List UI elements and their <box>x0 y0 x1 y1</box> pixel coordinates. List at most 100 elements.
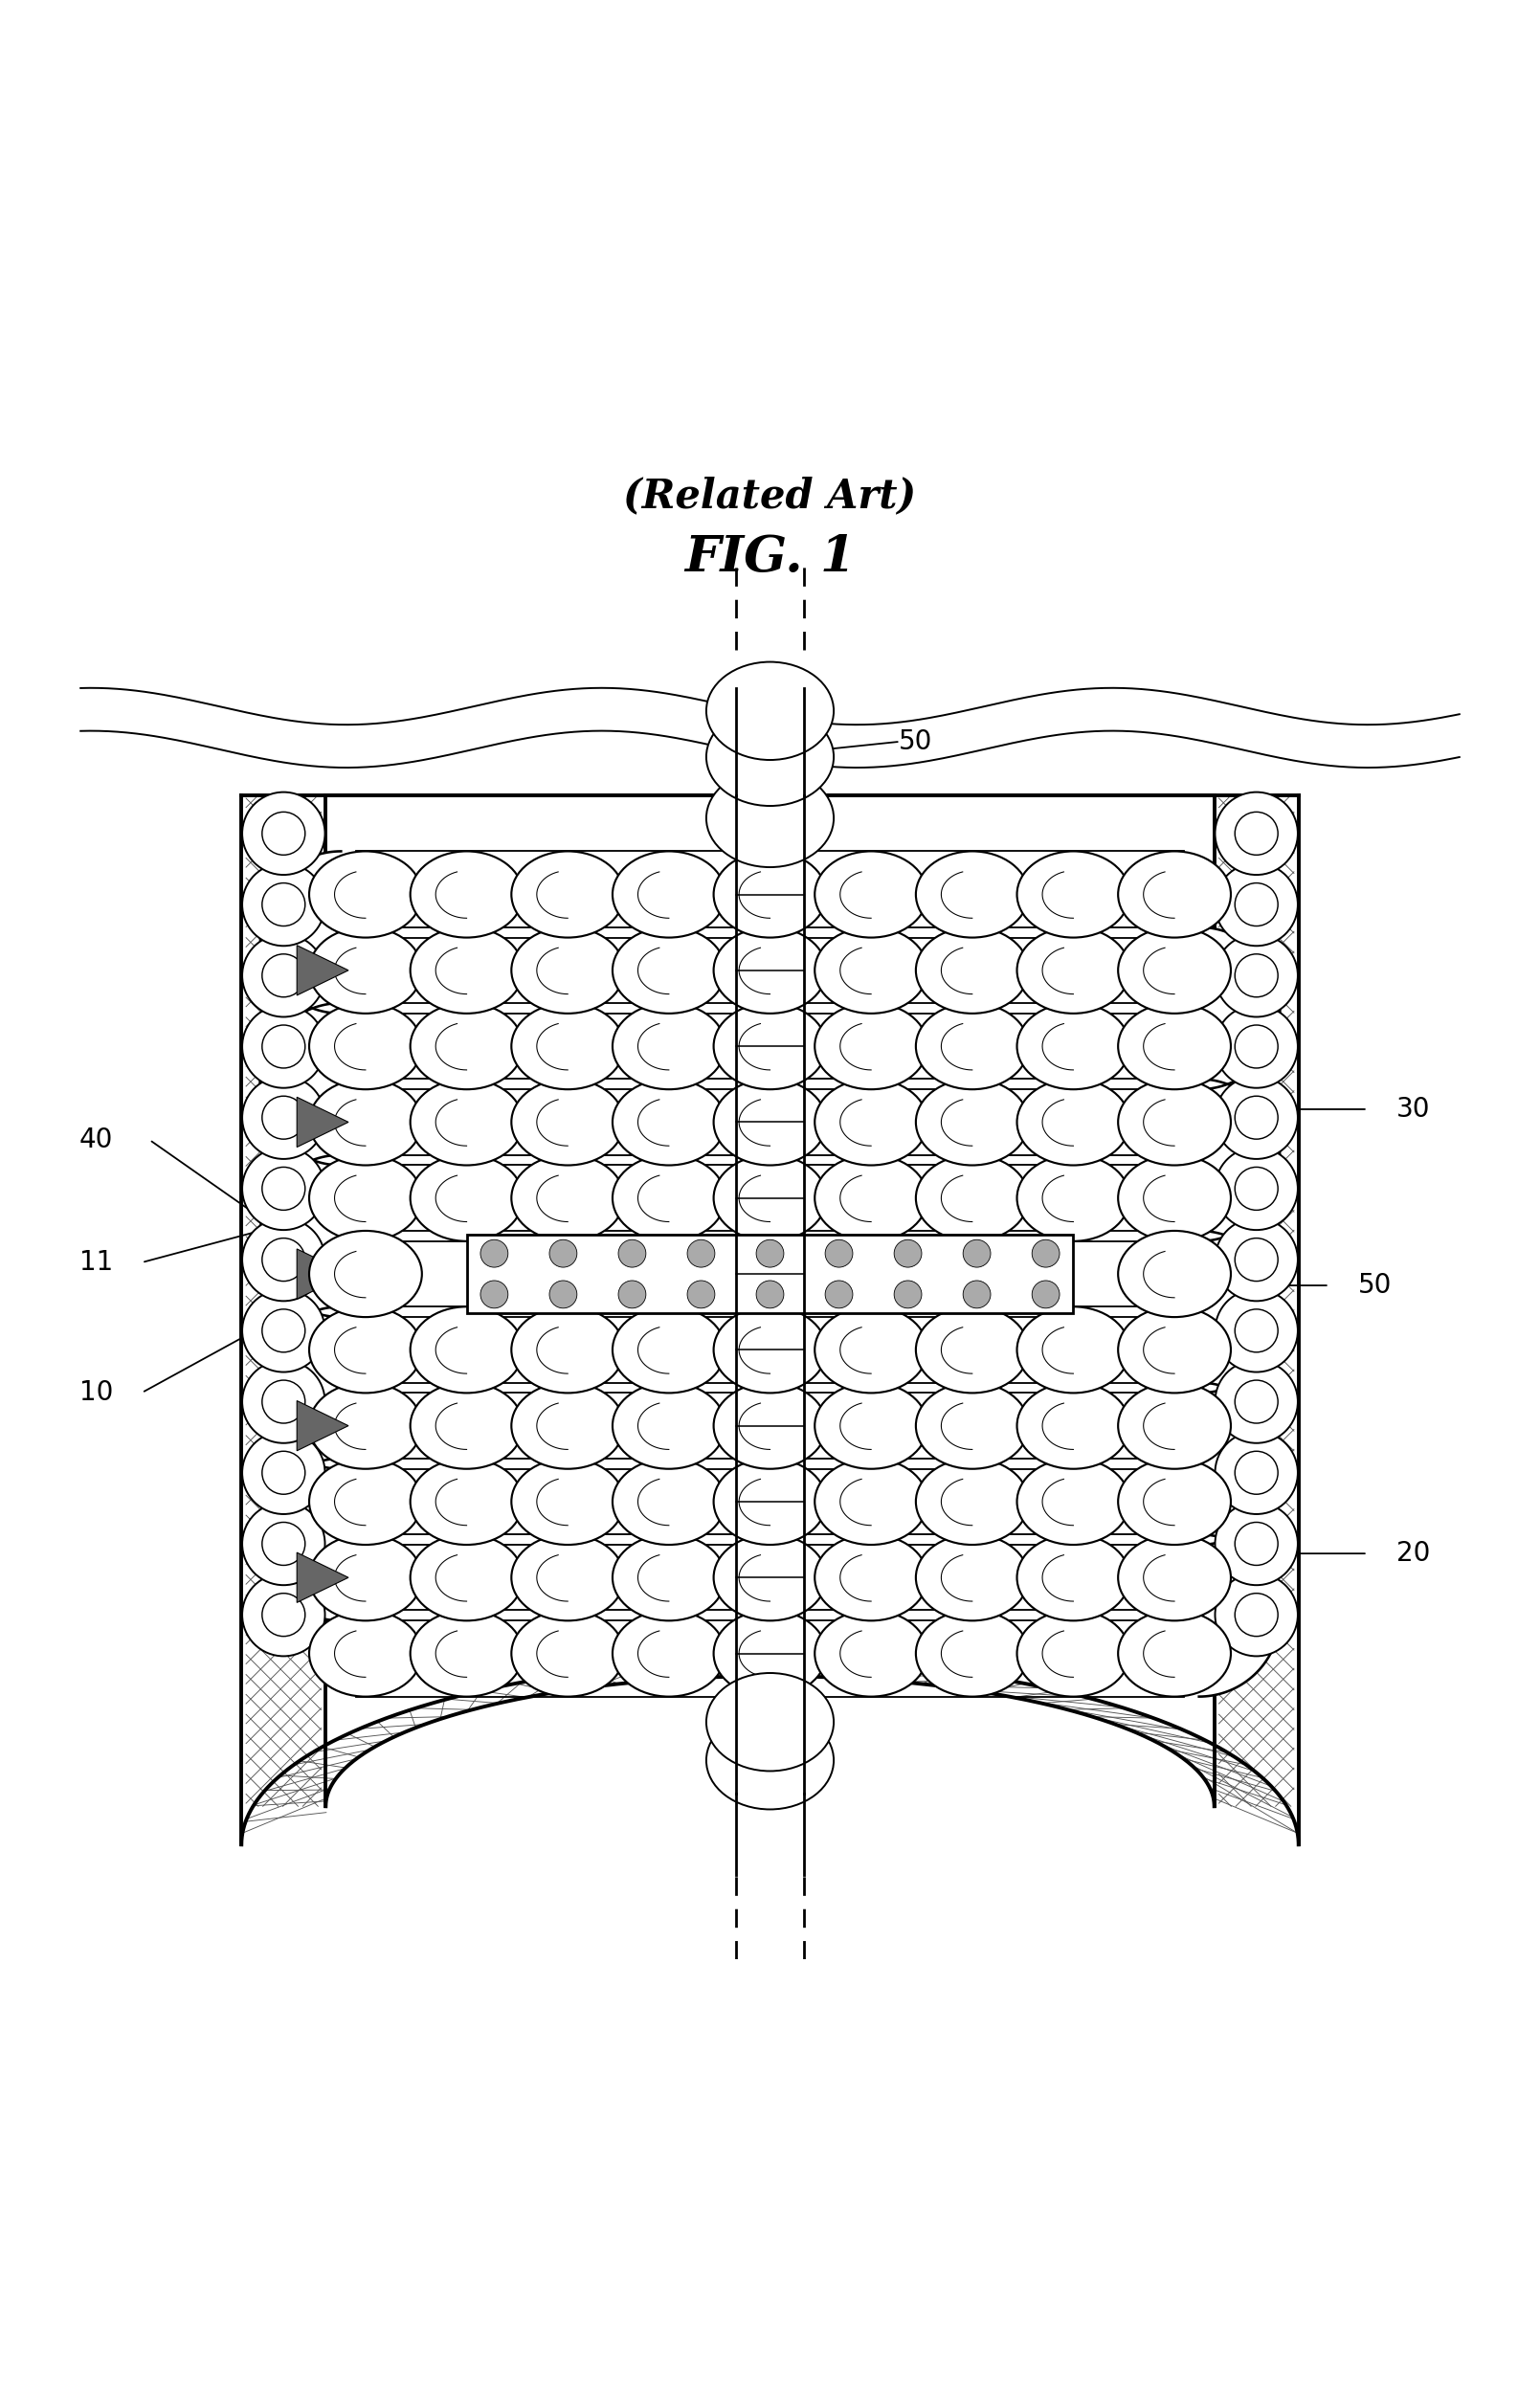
Polygon shape <box>1194 1079 1280 1241</box>
Ellipse shape <box>410 852 524 938</box>
Ellipse shape <box>310 1306 422 1394</box>
Ellipse shape <box>1118 1458 1230 1544</box>
Circle shape <box>262 1167 305 1210</box>
Circle shape <box>262 1380 305 1423</box>
Ellipse shape <box>511 1079 624 1165</box>
Ellipse shape <box>410 1382 524 1468</box>
Ellipse shape <box>310 852 422 938</box>
Circle shape <box>262 1239 305 1282</box>
Ellipse shape <box>916 1155 1029 1241</box>
Circle shape <box>1215 1005 1298 1088</box>
Ellipse shape <box>713 1458 827 1544</box>
Ellipse shape <box>1016 852 1130 938</box>
Ellipse shape <box>410 926 524 1014</box>
Circle shape <box>895 1239 921 1267</box>
Circle shape <box>480 1279 508 1308</box>
Circle shape <box>1215 1077 1298 1160</box>
Ellipse shape <box>410 1611 524 1697</box>
Ellipse shape <box>310 1382 422 1468</box>
Ellipse shape <box>1016 1535 1130 1621</box>
Ellipse shape <box>707 1673 833 1771</box>
Ellipse shape <box>1118 1306 1230 1394</box>
Ellipse shape <box>1016 926 1130 1014</box>
Ellipse shape <box>815 1535 927 1621</box>
Circle shape <box>1235 1239 1278 1282</box>
Circle shape <box>242 933 325 1017</box>
Ellipse shape <box>713 1003 827 1088</box>
Ellipse shape <box>310 1458 422 1544</box>
Text: 50: 50 <box>1358 1272 1392 1299</box>
Ellipse shape <box>713 1155 827 1241</box>
Circle shape <box>242 864 325 945</box>
Ellipse shape <box>916 926 1029 1014</box>
Ellipse shape <box>511 1306 624 1394</box>
Ellipse shape <box>613 1306 725 1394</box>
Ellipse shape <box>713 1382 827 1468</box>
Circle shape <box>687 1239 715 1267</box>
Polygon shape <box>260 852 346 1014</box>
Circle shape <box>1215 1217 1298 1301</box>
Ellipse shape <box>707 1711 833 1809</box>
Ellipse shape <box>815 1611 927 1697</box>
Text: (Related Art): (Related Art) <box>624 477 916 516</box>
Ellipse shape <box>1016 1306 1130 1394</box>
Ellipse shape <box>1118 1535 1230 1621</box>
Ellipse shape <box>310 1232 422 1318</box>
Ellipse shape <box>410 1535 524 1621</box>
Ellipse shape <box>916 852 1029 938</box>
Circle shape <box>262 1592 305 1637</box>
Ellipse shape <box>916 1458 1029 1544</box>
Circle shape <box>1235 1380 1278 1423</box>
Circle shape <box>756 1239 784 1267</box>
Ellipse shape <box>310 1155 422 1241</box>
Ellipse shape <box>511 1003 624 1088</box>
Ellipse shape <box>815 1306 927 1394</box>
Ellipse shape <box>310 1079 422 1165</box>
Ellipse shape <box>1016 1003 1130 1088</box>
Polygon shape <box>260 1306 346 1468</box>
Circle shape <box>1235 1024 1278 1067</box>
Ellipse shape <box>707 709 833 807</box>
Ellipse shape <box>410 1003 524 1088</box>
Polygon shape <box>297 1248 348 1299</box>
Ellipse shape <box>1118 926 1230 1014</box>
Ellipse shape <box>1016 1079 1130 1165</box>
Circle shape <box>1032 1239 1060 1267</box>
Ellipse shape <box>713 1079 827 1165</box>
Circle shape <box>1215 1289 1298 1373</box>
Circle shape <box>825 1239 853 1267</box>
Circle shape <box>1215 1148 1298 1229</box>
Circle shape <box>242 792 325 876</box>
Polygon shape <box>297 1401 348 1451</box>
Ellipse shape <box>1118 852 1230 938</box>
Ellipse shape <box>707 769 833 866</box>
Polygon shape <box>260 1155 346 1318</box>
Circle shape <box>242 1289 325 1373</box>
Circle shape <box>242 1077 325 1160</box>
Ellipse shape <box>713 1306 827 1394</box>
Ellipse shape <box>310 1611 422 1697</box>
Circle shape <box>262 812 305 855</box>
Circle shape <box>262 955 305 998</box>
Circle shape <box>242 1432 325 1513</box>
Text: 30: 30 <box>1397 1096 1431 1122</box>
Text: FIG. 1: FIG. 1 <box>684 532 856 582</box>
Ellipse shape <box>713 1611 827 1697</box>
Ellipse shape <box>713 852 827 938</box>
Ellipse shape <box>410 1306 524 1394</box>
Circle shape <box>262 1451 305 1494</box>
Ellipse shape <box>916 1079 1029 1165</box>
Circle shape <box>262 1308 305 1351</box>
Ellipse shape <box>613 1535 725 1621</box>
Text: 40: 40 <box>79 1127 112 1153</box>
Ellipse shape <box>916 1535 1029 1621</box>
Ellipse shape <box>1118 1382 1230 1468</box>
Circle shape <box>242 1573 325 1657</box>
Ellipse shape <box>815 1155 927 1241</box>
Polygon shape <box>297 1552 348 1602</box>
Ellipse shape <box>613 1458 725 1544</box>
Circle shape <box>480 1239 508 1267</box>
Ellipse shape <box>815 1382 927 1468</box>
Polygon shape <box>1194 1382 1280 1544</box>
Circle shape <box>619 1239 645 1267</box>
